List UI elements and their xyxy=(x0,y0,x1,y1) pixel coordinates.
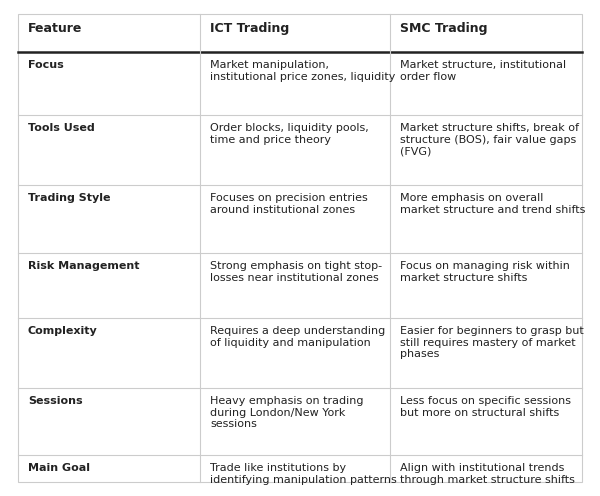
Text: Risk Management: Risk Management xyxy=(28,261,139,271)
Text: Focuses on precision entries
around institutional zones: Focuses on precision entries around inst… xyxy=(210,193,368,215)
Text: Focus: Focus xyxy=(28,60,64,70)
Text: Market structure shifts, break of
structure (BOS), fair value gaps
(FVG): Market structure shifts, break of struct… xyxy=(400,123,579,156)
Text: SMC Trading: SMC Trading xyxy=(400,22,487,35)
Text: More emphasis on overall
market structure and trend shifts: More emphasis on overall market structur… xyxy=(400,193,586,215)
Text: Focus on managing risk within
market structure shifts: Focus on managing risk within market str… xyxy=(400,261,570,283)
Text: Align with institutional trends
through market structure shifts: Align with institutional trends through … xyxy=(400,463,575,485)
Text: ICT Trading: ICT Trading xyxy=(210,22,289,35)
Text: Feature: Feature xyxy=(28,22,82,35)
Text: Complexity: Complexity xyxy=(28,326,98,336)
Text: Trading Style: Trading Style xyxy=(28,193,110,203)
Text: Heavy emphasis on trading
during London/New York
sessions: Heavy emphasis on trading during London/… xyxy=(210,396,364,429)
Text: Trade like institutions by
identifying manipulation patterns: Trade like institutions by identifying m… xyxy=(210,463,397,485)
Text: Main Goal: Main Goal xyxy=(28,463,90,473)
Text: Easier for beginners to grasp but
still requires mastery of market
phases: Easier for beginners to grasp but still … xyxy=(400,326,584,359)
Text: Sessions: Sessions xyxy=(28,396,83,406)
Text: Market manipulation,
institutional price zones, liquidity: Market manipulation, institutional price… xyxy=(210,60,395,82)
Text: Less focus on specific sessions
but more on structural shifts: Less focus on specific sessions but more… xyxy=(400,396,571,418)
Text: Requires a deep understanding
of liquidity and manipulation: Requires a deep understanding of liquidi… xyxy=(210,326,385,348)
Text: Tools Used: Tools Used xyxy=(28,123,95,133)
Text: Order blocks, liquidity pools,
time and price theory: Order blocks, liquidity pools, time and … xyxy=(210,123,369,145)
Text: Strong emphasis on tight stop-
losses near institutional zones: Strong emphasis on tight stop- losses ne… xyxy=(210,261,382,283)
Text: Market structure, institutional
order flow: Market structure, institutional order fl… xyxy=(400,60,566,82)
